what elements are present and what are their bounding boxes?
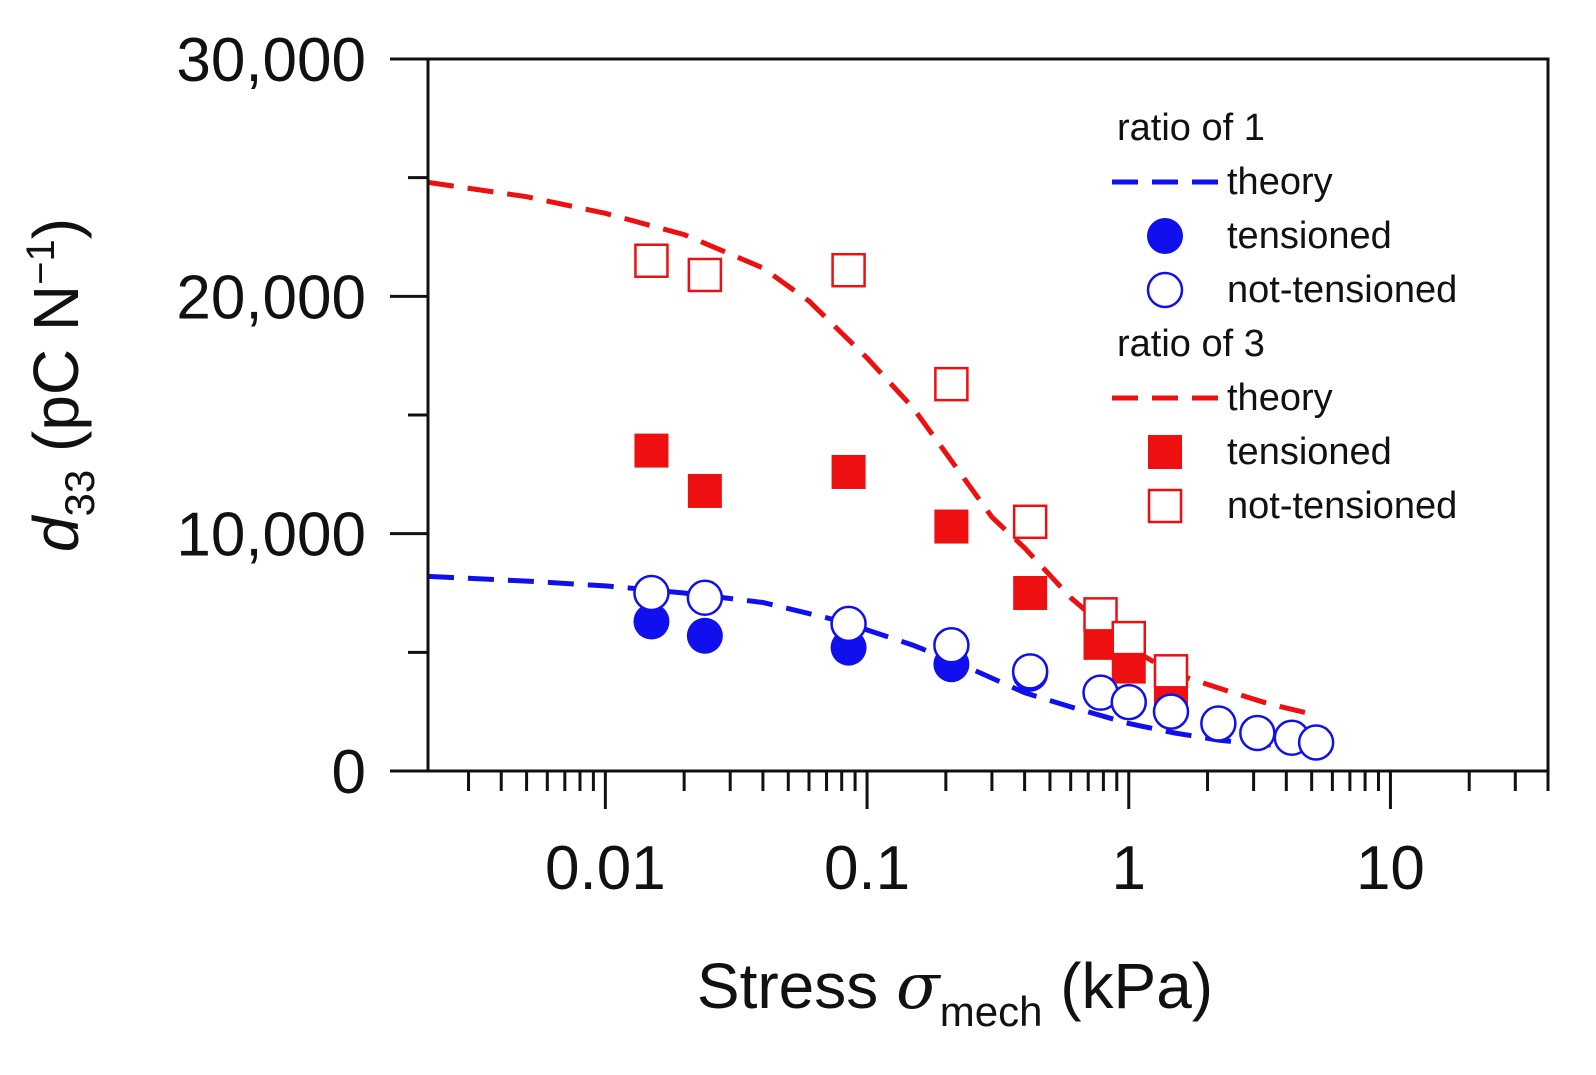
- r1-not-tensioned-point: [1011, 653, 1049, 690]
- tick-labels: 0 10,000 20,000 30,000 0.01 0.1 1 10: [176, 26, 1425, 903]
- r3-tensioned-point: [934, 509, 969, 544]
- r3-tensioned-point: [831, 454, 866, 489]
- r1-not-tensioned-point: [1297, 724, 1335, 761]
- legend-swatch-marker: [1146, 271, 1184, 309]
- r1-tensioned-point: [686, 617, 723, 654]
- r1-tensioned-point: [633, 603, 670, 640]
- r1-not-tensioned-point: [830, 605, 867, 643]
- legend-entry-label: theory: [1227, 377, 1333, 419]
- legend-entry-label: not-tensioned: [1227, 485, 1457, 527]
- x-tick-label: 0.01: [545, 834, 666, 903]
- legend-swatch-marker: [1147, 488, 1183, 524]
- r3-not-tensioned-point: [1111, 620, 1147, 656]
- legend-entry-label: theory: [1227, 161, 1333, 203]
- r1-not-tensioned-point: [933, 626, 970, 664]
- r3-tensioned-point: [1013, 576, 1048, 610]
- legend-group-title: ratio of 1: [1117, 107, 1265, 149]
- legend-swatch-marker: [1147, 218, 1183, 254]
- r1-not-tensioned-point: [1152, 693, 1190, 730]
- r3-not-tensioned-point: [831, 252, 866, 288]
- r3-theory-line: [427, 179, 1313, 717]
- r3-tensioned-point: [687, 473, 722, 508]
- r3-tensioned-point: [634, 433, 669, 468]
- x-tick-label: 0.1: [824, 834, 910, 903]
- legend-entry-label: not-tensioned: [1227, 269, 1457, 311]
- axis-ticks: [390, 57, 1550, 809]
- legend-swatch-marker: [1148, 435, 1182, 469]
- legend-group-title: ratio of 3: [1117, 323, 1265, 365]
- r3-not-tensioned-point: [934, 366, 969, 402]
- y-tick-label: 0: [332, 738, 366, 807]
- y-tick-label: 30,000: [176, 26, 366, 95]
- y-axis-title: d33 (pC N−1): [19, 218, 103, 552]
- r3-not-tensioned-point: [1012, 504, 1048, 540]
- r3-not-tensioned-point: [1083, 597, 1118, 632]
- r1-not-tensioned-point: [1239, 714, 1276, 752]
- y-tick-label: 10,000: [176, 501, 366, 570]
- x-tick-label: 10: [1356, 834, 1425, 903]
- x-axis-title: Stress σmech (kPa): [697, 950, 1213, 1035]
- r3-not-tensioned-point: [634, 243, 669, 278]
- legend-entry-label: tensioned: [1227, 431, 1392, 473]
- r1-not-tensioned-point: [686, 579, 724, 616]
- r1-not-tensioned-point: [1110, 683, 1148, 721]
- legend: ratio of 1 theory tensioned not-tensioned ra…: [1112, 107, 1457, 527]
- r3-not-tensioned-point: [687, 257, 723, 293]
- plot-frame: [426, 57, 1550, 773]
- legend-entry-label: tensioned: [1227, 215, 1392, 257]
- data-markers: [633, 243, 1335, 761]
- y-tick-label: 20,000: [176, 263, 366, 332]
- x-tick-label: 1: [1112, 834, 1146, 903]
- r3-not-tensioned-point: [1153, 654, 1189, 689]
- r1-not-tensioned-point: [1200, 705, 1237, 742]
- r1-not-tensioned-point: [633, 574, 670, 612]
